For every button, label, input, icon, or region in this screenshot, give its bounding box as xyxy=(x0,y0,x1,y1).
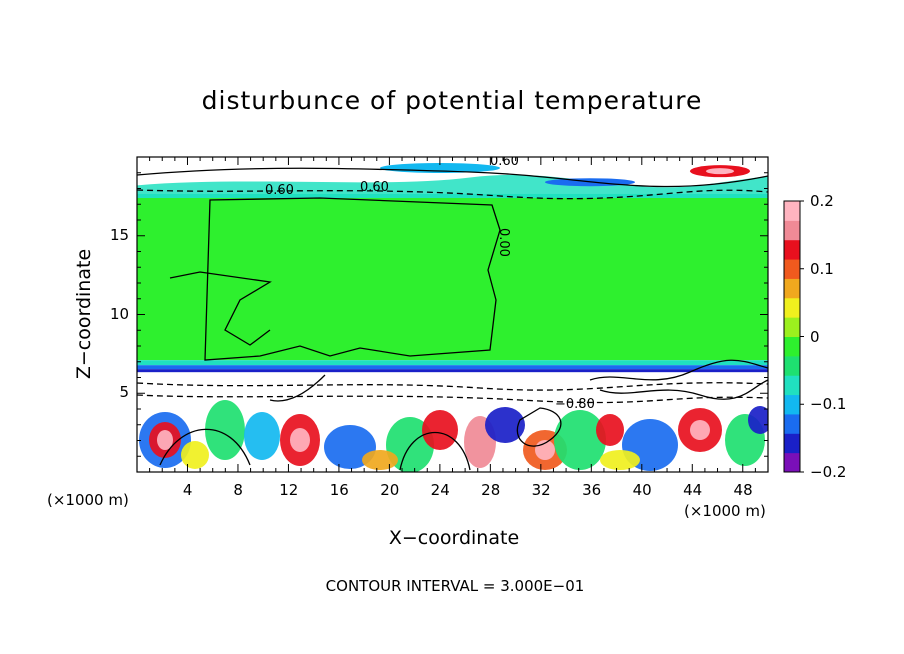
colorbar-tick-label: −0.1 xyxy=(810,395,847,414)
y-tick-label: 5 xyxy=(119,383,130,402)
x-tick-label: 24 xyxy=(430,481,450,499)
x-tick-label: 4 xyxy=(182,481,193,499)
y-axis-label: Z−coordinate xyxy=(73,248,95,380)
x-tick-label: 48 xyxy=(733,481,753,499)
contour-value-label: 0.60 xyxy=(360,180,389,195)
colorbar-swatch xyxy=(784,452,800,473)
y-tick-label: 15 xyxy=(110,225,130,244)
field-blob xyxy=(362,450,398,470)
field-band xyxy=(137,369,768,373)
x-tick-label: 8 xyxy=(233,481,243,499)
field-blob xyxy=(157,430,173,450)
colorbar-swatch xyxy=(784,355,800,376)
field-neutral-region xyxy=(137,197,768,361)
field-blob xyxy=(690,420,710,440)
colorbar-tick-label: 0 xyxy=(810,327,820,346)
field-blob xyxy=(596,414,624,446)
x-unit-right: (×1000 m) xyxy=(684,502,766,520)
field-blob xyxy=(205,400,245,460)
field-top-strip xyxy=(137,174,768,198)
contour-line xyxy=(204,197,501,361)
field-blob xyxy=(485,407,525,443)
field-blob xyxy=(706,168,734,175)
field-band xyxy=(137,365,768,370)
x-tick-label: 20 xyxy=(380,481,400,499)
colorbar-swatch xyxy=(784,433,800,454)
y-tick-label: 10 xyxy=(110,304,130,323)
colorbar-swatch xyxy=(784,394,800,415)
colorbar-swatch xyxy=(784,201,800,221)
field-blob xyxy=(386,417,434,472)
field-blob xyxy=(748,406,768,434)
x-axis-label: X−coordinate xyxy=(388,527,520,549)
field-blob xyxy=(181,441,209,469)
colorbar-tick-label: −0.2 xyxy=(810,463,847,481)
x-tick-label: 16 xyxy=(329,481,349,499)
x-tick-label: 32 xyxy=(531,481,551,499)
colorbar-tick-label: 0.1 xyxy=(810,259,834,278)
contour-line xyxy=(159,428,251,466)
contour-line xyxy=(516,407,562,447)
colorbar-swatch xyxy=(784,239,800,260)
colorbar-swatch xyxy=(784,259,800,279)
contour-line xyxy=(269,374,326,402)
colorbar-swatch xyxy=(784,413,800,434)
x-unit-left: (×1000 m) xyxy=(47,491,129,509)
x-tick-label: 12 xyxy=(279,481,299,499)
contour-line xyxy=(137,189,768,200)
contour-line xyxy=(599,379,768,400)
contour-value-label: 0.60 xyxy=(490,154,519,169)
contour-line xyxy=(589,359,768,381)
field-blob xyxy=(554,410,606,470)
contour-value-label: 0.60 xyxy=(265,183,294,198)
colorbar-swatch xyxy=(784,220,800,241)
chart-title: disturbunce of potential temperature xyxy=(201,86,703,115)
field-band xyxy=(137,360,768,366)
field-blob xyxy=(600,450,640,470)
contour-value-label: 0.00 xyxy=(496,228,511,257)
colorbar-swatch xyxy=(784,375,800,396)
field-blob xyxy=(290,428,310,452)
x-tick-label: 28 xyxy=(481,481,501,499)
contour-value-label: −0.80 xyxy=(555,397,595,412)
colorbar-swatch xyxy=(784,336,800,357)
colorbar-swatch xyxy=(784,317,800,337)
contour-line xyxy=(137,167,768,188)
x-tick-label: 36 xyxy=(582,481,602,499)
contour-line xyxy=(169,271,272,346)
colorbar-swatch xyxy=(784,278,800,299)
contour-line xyxy=(399,432,471,471)
contour-line xyxy=(137,382,768,391)
field-blob xyxy=(422,410,458,450)
contour-line xyxy=(137,394,768,404)
contour-interval-note: CONTOUR INTERVAL = 3.000E−01 xyxy=(325,577,585,595)
field-layer: 0.60 0.60 0.60 0.00 −0.80 xyxy=(137,154,768,472)
x-tick-label: 44 xyxy=(683,481,703,499)
colorbar-tick-label: 0.2 xyxy=(810,192,834,210)
x-tick-label: 40 xyxy=(632,481,652,499)
colorbar-swatch xyxy=(784,297,800,318)
field-blob xyxy=(244,412,280,460)
